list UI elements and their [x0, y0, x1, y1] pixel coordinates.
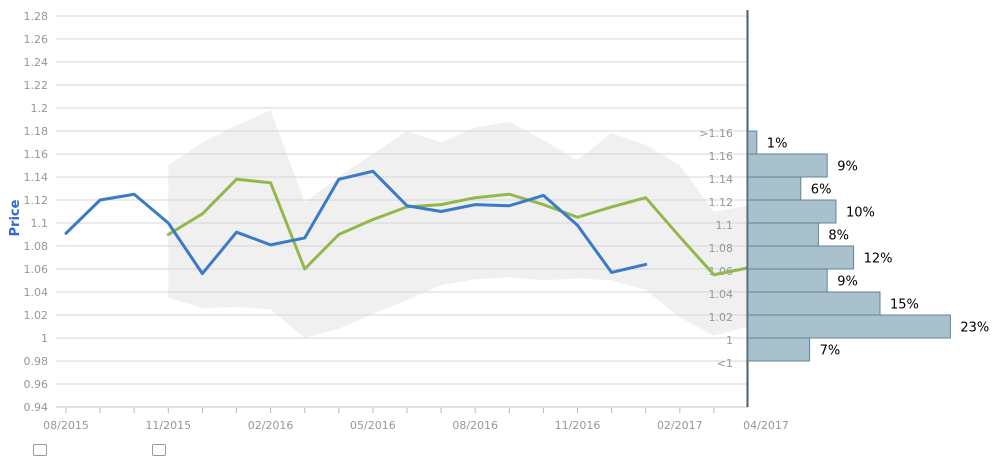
- bucket-boundary-label: 1.16: [709, 150, 734, 163]
- histogram-bar[interactable]: [747, 222, 819, 247]
- y-axis-tick-label: 0.98: [24, 355, 49, 368]
- histogram-bar[interactable]: [747, 245, 855, 270]
- histogram-bar-label: 12%: [864, 252, 893, 267]
- bucket-boundary-label: 1.04: [709, 288, 734, 301]
- x-axis-tick-label: 02/2016: [248, 419, 294, 432]
- y-axis-tick-label: 0.96: [24, 378, 49, 391]
- x-axis-tick-label: 08/2015: [43, 419, 89, 432]
- y-axis-tick-label: 1.1: [31, 217, 49, 230]
- histogram-bar[interactable]: [747, 314, 951, 339]
- x-axis-tick-label: 08/2016: [452, 419, 498, 432]
- bucket-boundary-label: 1.12: [709, 196, 734, 209]
- histogram-bar-label: 6%: [811, 183, 832, 198]
- legend-checkbox-series2[interactable]: [152, 444, 166, 456]
- y-axis-tick-label: 1.02: [24, 309, 49, 322]
- legend-checkbox-series1[interactable]: [33, 444, 47, 456]
- y-axis-tick-label: 1.06: [24, 263, 49, 276]
- histogram-bar-label: 15%: [890, 298, 919, 313]
- x-axis-tick-label: 04/2017: [743, 419, 789, 432]
- histogram-bar[interactable]: [747, 130, 758, 155]
- bucket-boundary-label: 1: [726, 334, 733, 347]
- y-axis-tick-label: 1.24: [24, 56, 49, 69]
- histogram-bar-label: 1%: [767, 137, 788, 152]
- y-axis-tick-label: 1.04: [24, 286, 49, 299]
- y-axis-tick-label: 1.14: [24, 171, 49, 184]
- histogram-bar[interactable]: [747, 291, 881, 316]
- y-axis-tick-label: 1.28: [24, 10, 49, 23]
- x-axis-tick-label: 11/2015: [145, 419, 191, 432]
- bucket-boundary-label: >1.16: [699, 127, 733, 140]
- y-axis-tick-label: 1.18: [24, 125, 49, 138]
- forecast-range-band: [168, 110, 749, 338]
- histogram-bar[interactable]: [747, 337, 811, 362]
- histogram-bar-label: 9%: [837, 275, 858, 290]
- y-axis-title: Price: [8, 199, 23, 237]
- y-axis-tick-label: 1.26: [24, 33, 49, 46]
- histogram-bar-label: 8%: [828, 229, 849, 244]
- green-series-line[interactable]: [166, 177, 750, 277]
- y-axis-tick-label: 1.2: [31, 102, 49, 115]
- x-axis-tick-label: 05/2016: [350, 419, 396, 432]
- histogram-bar[interactable]: [747, 153, 828, 178]
- bucket-boundary-label: 1.02: [709, 311, 734, 324]
- histogram-bar-label: 9%: [837, 160, 858, 175]
- x-axis-tick-label: 02/2017: [657, 419, 703, 432]
- bucket-boundary-label: 1.08: [709, 242, 734, 255]
- y-axis-tick-label: 0.94: [24, 401, 49, 414]
- histogram-bar-label: 7%: [820, 344, 841, 359]
- y-axis-tick-label: 1: [41, 332, 48, 345]
- blue-series-line[interactable]: [64, 169, 648, 276]
- bucket-boundary-label: <1: [717, 357, 733, 370]
- histogram-bar[interactable]: [747, 176, 802, 201]
- y-axis-tick-label: 1.22: [24, 79, 49, 92]
- histogram-bar[interactable]: [747, 199, 837, 224]
- y-axis-tick-label: 1.12: [24, 194, 49, 207]
- x-axis-tick-label: 11/2016: [555, 419, 601, 432]
- histogram-bar-label: 23%: [960, 321, 989, 336]
- histogram-bar[interactable]: [747, 268, 828, 293]
- bucket-boundary-label: 1.1: [716, 219, 734, 232]
- y-axis-tick-label: 1.16: [24, 148, 49, 161]
- y-axis-tick-label: 1.08: [24, 240, 49, 253]
- bucket-boundary-label: 1.14: [709, 173, 734, 186]
- histogram-bar-label: 10%: [846, 206, 875, 221]
